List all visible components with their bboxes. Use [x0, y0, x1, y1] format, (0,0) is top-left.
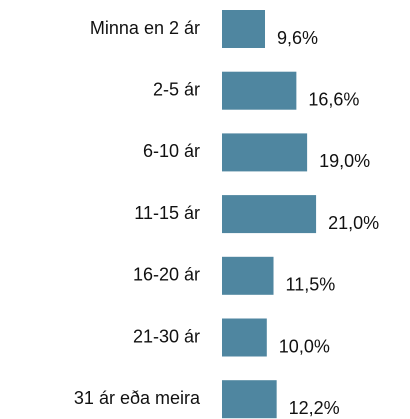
category-label: Minna en 2 ár	[90, 18, 200, 38]
bar	[222, 318, 267, 357]
value-label: 21,0%	[328, 213, 379, 233]
value-label: 12,2%	[289, 398, 340, 418]
category-label: 6-10 ár	[143, 141, 200, 161]
category-label: 16-20 ár	[133, 265, 200, 285]
value-label: 9,6%	[277, 28, 318, 48]
category-label: 21-30 ár	[133, 326, 200, 346]
bar	[222, 380, 277, 419]
bar	[222, 133, 308, 172]
bar	[222, 195, 317, 234]
value-label: 10,0%	[279, 336, 330, 356]
value-label: 16,6%	[308, 89, 359, 109]
bar	[222, 256, 274, 295]
category-label: 2-5 ár	[153, 79, 200, 99]
category-label: 31 ár eða meira	[74, 388, 201, 408]
bar	[222, 10, 266, 48]
value-label: 11,5%	[286, 275, 336, 295]
value-label: 19,0%	[319, 151, 370, 171]
bar	[222, 71, 297, 110]
category-label: 11-15 ár	[134, 203, 200, 223]
